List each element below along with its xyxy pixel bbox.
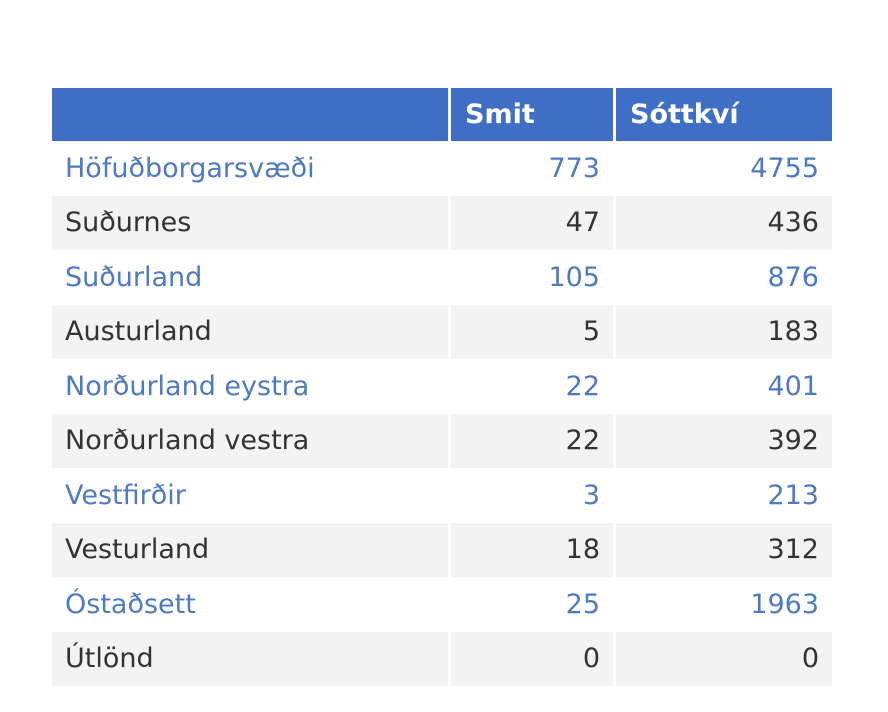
header-smit: Smit [448, 88, 613, 141]
region-name: Austurland [52, 304, 448, 359]
table-row: Norðurland vestra 22 392 [52, 413, 832, 468]
smit-value: 5 [448, 304, 613, 359]
smit-value: 18 [448, 522, 613, 577]
sottkvi-value: 213 [613, 468, 832, 523]
region-name: Norðurland eystra [52, 359, 448, 414]
region-name: Vestfirðir [52, 468, 448, 523]
sottkvi-value: 401 [613, 359, 832, 414]
sottkvi-value: 183 [613, 304, 832, 359]
header-region [52, 88, 448, 141]
table-row: Vestfirðir 3 213 [52, 468, 832, 523]
table-header: Smit Sóttkví [52, 88, 832, 141]
smit-value: 22 [448, 359, 613, 414]
table-body: Höfuðborgarsvæði 773 4755 Suðurnes 47 43… [52, 141, 832, 686]
region-name: Norðurland vestra [52, 413, 448, 468]
smit-value: 0 [448, 631, 613, 686]
sottkvi-value: 876 [613, 250, 832, 305]
smit-value: 3 [448, 468, 613, 523]
table-row: Suðurnes 47 436 [52, 195, 832, 250]
smit-value: 47 [448, 195, 613, 250]
sottkvi-value: 4755 [613, 141, 832, 196]
region-name: Óstaðsett [52, 577, 448, 632]
table-row: Austurland 5 183 [52, 304, 832, 359]
region-name: Suðurland [52, 250, 448, 305]
table-row: Höfuðborgarsvæði 773 4755 [52, 141, 832, 196]
sottkvi-value: 0 [613, 631, 832, 686]
table-row: Útlönd 0 0 [52, 631, 832, 686]
region-name: Suðurnes [52, 195, 448, 250]
smit-value: 22 [448, 413, 613, 468]
region-name: Höfuðborgarsvæði [52, 141, 448, 196]
table-row: Suðurland 105 876 [52, 250, 832, 305]
sottkvi-value: 312 [613, 522, 832, 577]
sottkvi-value: 436 [613, 195, 832, 250]
header-sottkvi: Sóttkví [613, 88, 832, 141]
table-row: Norðurland eystra 22 401 [52, 359, 832, 414]
sottkvi-value: 1963 [613, 577, 832, 632]
smit-value: 105 [448, 250, 613, 305]
table-row: Vesturland 18 312 [52, 522, 832, 577]
region-name: Vesturland [52, 522, 448, 577]
region-table-container: Smit Sóttkví Höfuðborgarsvæði 773 4755 S… [52, 88, 832, 686]
sottkvi-value: 392 [613, 413, 832, 468]
smit-value: 25 [448, 577, 613, 632]
table-row: Óstaðsett 25 1963 [52, 577, 832, 632]
region-name: Útlönd [52, 631, 448, 686]
header-row: Smit Sóttkví [52, 88, 832, 141]
smit-value: 773 [448, 141, 613, 196]
region-table: Smit Sóttkví Höfuðborgarsvæði 773 4755 S… [52, 88, 832, 686]
